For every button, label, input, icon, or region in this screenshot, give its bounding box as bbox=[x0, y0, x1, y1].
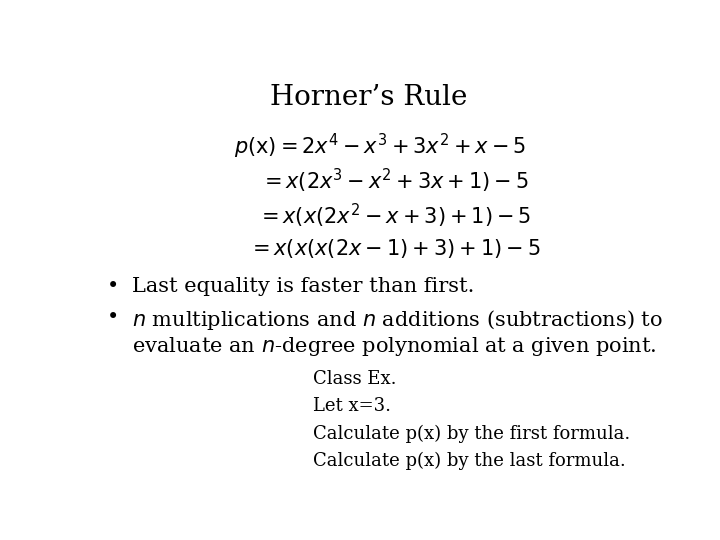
Text: •: • bbox=[107, 308, 119, 327]
Text: $= x(2x^3 - x^2 + 3x + 1) - 5$: $= x(2x^3 - x^2 + 3x + 1) - 5$ bbox=[260, 167, 528, 195]
Text: •: • bbox=[107, 277, 119, 296]
Text: Let x=3.: Let x=3. bbox=[313, 397, 391, 415]
Text: $= x(x(x(2x - 1) + 3) + 1) - 5$: $= x(x(x(2x - 1) + 3) + 1) - 5$ bbox=[248, 238, 541, 260]
Text: evaluate an $n$-degree polynomial at a given point.: evaluate an $n$-degree polynomial at a g… bbox=[132, 335, 656, 358]
Text: Horner’s Rule: Horner’s Rule bbox=[270, 84, 468, 111]
Text: Class Ex.: Class Ex. bbox=[313, 370, 397, 388]
Text: $n$ multiplications and $n$ additions (subtractions) to: $n$ multiplications and $n$ additions (s… bbox=[132, 308, 662, 332]
Text: $= x(x(2x^2 - x + 3) + 1) - 5$: $= x(x(2x^2 - x + 3) + 1) - 5$ bbox=[257, 202, 531, 230]
Text: Calculate p(x) by the first formula.: Calculate p(x) by the first formula. bbox=[313, 424, 631, 443]
Text: $p(\mathrm{x}) = 2x^4 - x^3 + 3x^2 + x - 5$: $p(\mathrm{x}) = 2x^4 - x^3 + 3x^2 + x -… bbox=[234, 131, 526, 160]
Text: Calculate p(x) by the last formula.: Calculate p(x) by the last formula. bbox=[313, 451, 626, 470]
Text: Last equality is faster than first.: Last equality is faster than first. bbox=[132, 277, 474, 296]
